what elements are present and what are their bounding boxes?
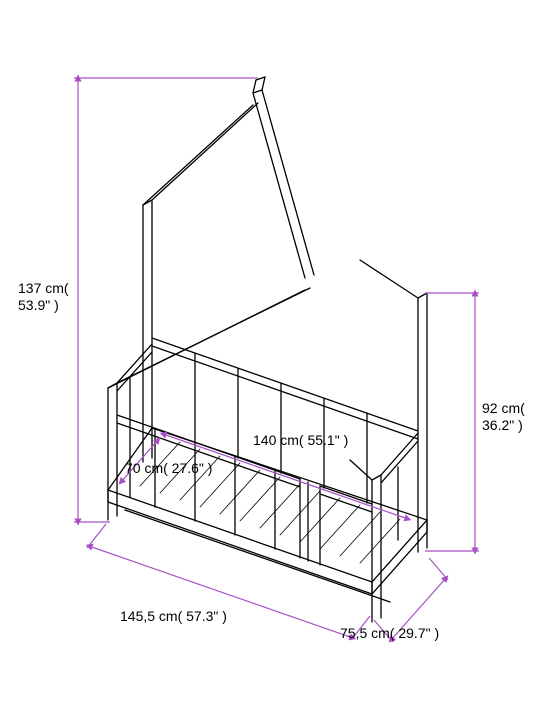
dim-inner-depth: 140 cm( 55.1" ) bbox=[253, 432, 348, 449]
bed-frame-diagram bbox=[0, 0, 540, 720]
dim-width: 75,5 cm( 29.7" ) bbox=[340, 625, 439, 642]
dim-height-rail: 92 cm( 36.2" ) bbox=[482, 400, 525, 434]
bed-frame bbox=[108, 77, 427, 622]
dim-inner-width: 70 cm( 27.6" ) bbox=[125, 460, 212, 477]
dim-height-total: 137 cm( 53.9" ) bbox=[18, 280, 69, 314]
dim-depth: 145,5 cm( 57.3" ) bbox=[120, 608, 227, 625]
